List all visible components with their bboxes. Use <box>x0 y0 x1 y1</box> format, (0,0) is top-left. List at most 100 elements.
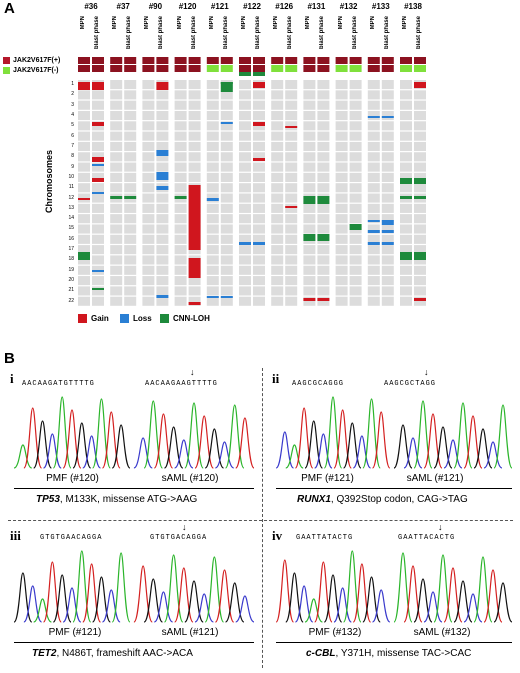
chromosome-cell <box>367 224 380 234</box>
chromosome-cell <box>142 162 155 172</box>
chromosome-cell <box>142 224 155 234</box>
chromatogram-peak <box>493 582 512 623</box>
jak-status-top <box>239 57 251 64</box>
aberration-mark <box>78 252 90 260</box>
chromosome-cell <box>220 152 233 162</box>
chromosome-cell <box>317 80 330 90</box>
case-label: #133 <box>371 2 390 11</box>
chromosome-cell <box>220 265 233 275</box>
chromosome-cell <box>271 110 284 121</box>
chromosome-cell <box>174 183 187 193</box>
subpanel-i-seq-left: AACAAGATGTTTTG <box>22 380 95 388</box>
chromatogram-peak <box>483 441 503 469</box>
chromosome-cell <box>156 286 169 296</box>
chromosome-cell <box>110 131 123 141</box>
case-label: #120 <box>178 2 197 11</box>
case-label: #37 <box>116 2 130 11</box>
chromosome-cell <box>156 131 169 141</box>
chromosome-cell <box>335 100 348 110</box>
chromosome-cell <box>414 172 426 182</box>
chromosome-cell <box>335 286 348 296</box>
chromosome-cell <box>92 193 104 203</box>
chromosome-cell <box>367 234 380 244</box>
chromosome-cell <box>381 265 394 275</box>
chromosome-cell <box>317 265 330 275</box>
chromosome-cell <box>124 286 137 296</box>
chromosome-label: 2 <box>71 91 74 98</box>
chromosome-cell <box>285 296 298 306</box>
chromosome-cell <box>174 265 187 275</box>
chromatogram-peak <box>14 444 33 469</box>
chromosome-cell <box>335 296 348 306</box>
chromosome-cell <box>367 90 380 100</box>
chromosome-cell <box>156 234 169 244</box>
chromosome-cell <box>381 286 394 296</box>
chromosome-label: 10 <box>68 173 74 180</box>
chromosome-label: 17 <box>68 246 74 253</box>
chromatogram-peak <box>314 433 333 469</box>
chromosome-cell <box>400 214 412 224</box>
chromosome-cell <box>349 203 362 213</box>
chromosome-cell <box>124 152 137 162</box>
chromatogram-peak <box>133 565 153 623</box>
chromosome-cell <box>156 110 169 121</box>
chromatogram-peak <box>323 396 343 469</box>
chromatogram-peak <box>393 552 413 623</box>
chromosome-cell <box>110 90 123 100</box>
chromosome-cell <box>78 162 90 172</box>
jak-status-top <box>92 57 104 64</box>
chromosome-label: 12 <box>68 194 74 201</box>
chromosome-cell <box>414 265 426 275</box>
jak-status-top <box>317 57 330 64</box>
chromosome-cell <box>303 214 316 224</box>
aberration-mark <box>92 122 104 126</box>
chromosome-cell <box>381 90 394 100</box>
chromosome-cell <box>206 121 219 131</box>
chromosome-cell <box>414 203 426 213</box>
chromosome-cell <box>317 183 330 193</box>
chromosome-cell <box>124 80 137 90</box>
chromosome-cell <box>271 152 284 162</box>
chromosome-cell <box>78 245 90 255</box>
chromosome-cell <box>142 265 155 275</box>
chromosome-cell <box>271 224 284 234</box>
aberration-mark <box>317 196 330 204</box>
chromosome-cell <box>142 121 155 131</box>
chromosome-cell <box>349 214 362 224</box>
subpanel-ii-caption-text: , Q392Stop codon, CAG->TAG <box>330 494 468 505</box>
chromosome-cell <box>156 296 169 306</box>
chromatogram-peak <box>443 439 463 469</box>
chromosome-cell <box>367 265 380 275</box>
chromosome-cell <box>349 172 362 182</box>
chromatogram-peak <box>473 556 493 623</box>
jak-status-top <box>188 57 201 64</box>
chromosome-cell <box>271 193 284 203</box>
chromosome-cell <box>335 80 348 90</box>
chromosome-cell <box>220 172 233 182</box>
chromosome-cell <box>253 141 265 152</box>
chromosome-cell <box>414 286 426 296</box>
chromosome-cell <box>271 234 284 244</box>
subpanel-iii-caption-text: , N486T, frameshift AAC->ACA <box>56 648 193 659</box>
chromosome-cell <box>188 80 201 90</box>
chromosome-cell <box>253 255 265 265</box>
chromosome-cell <box>239 245 251 255</box>
chromosome-cell <box>303 162 316 172</box>
chromosome-cell <box>142 183 155 193</box>
chromosome-cell <box>174 203 187 213</box>
chromosome-cell <box>253 131 265 141</box>
chromosome-cell <box>174 80 187 90</box>
chromatogram-peak <box>304 598 323 623</box>
aberration-mark <box>285 206 298 208</box>
chromosome-cell <box>400 100 412 110</box>
chromosome-cell <box>174 121 187 131</box>
panel-b-letter: B <box>4 350 15 367</box>
aberration-mark <box>381 116 394 118</box>
case-label: #132 <box>339 2 358 11</box>
subpanel-ii-arrow-icon: ↓ <box>424 367 429 377</box>
chromosome-cell <box>174 214 187 224</box>
subpanel-ii-left-label: PMF (#121) <box>301 473 354 484</box>
chromosome-cell <box>206 265 219 275</box>
aberration-mark <box>188 302 201 305</box>
chromatogram-peak <box>235 595 254 623</box>
